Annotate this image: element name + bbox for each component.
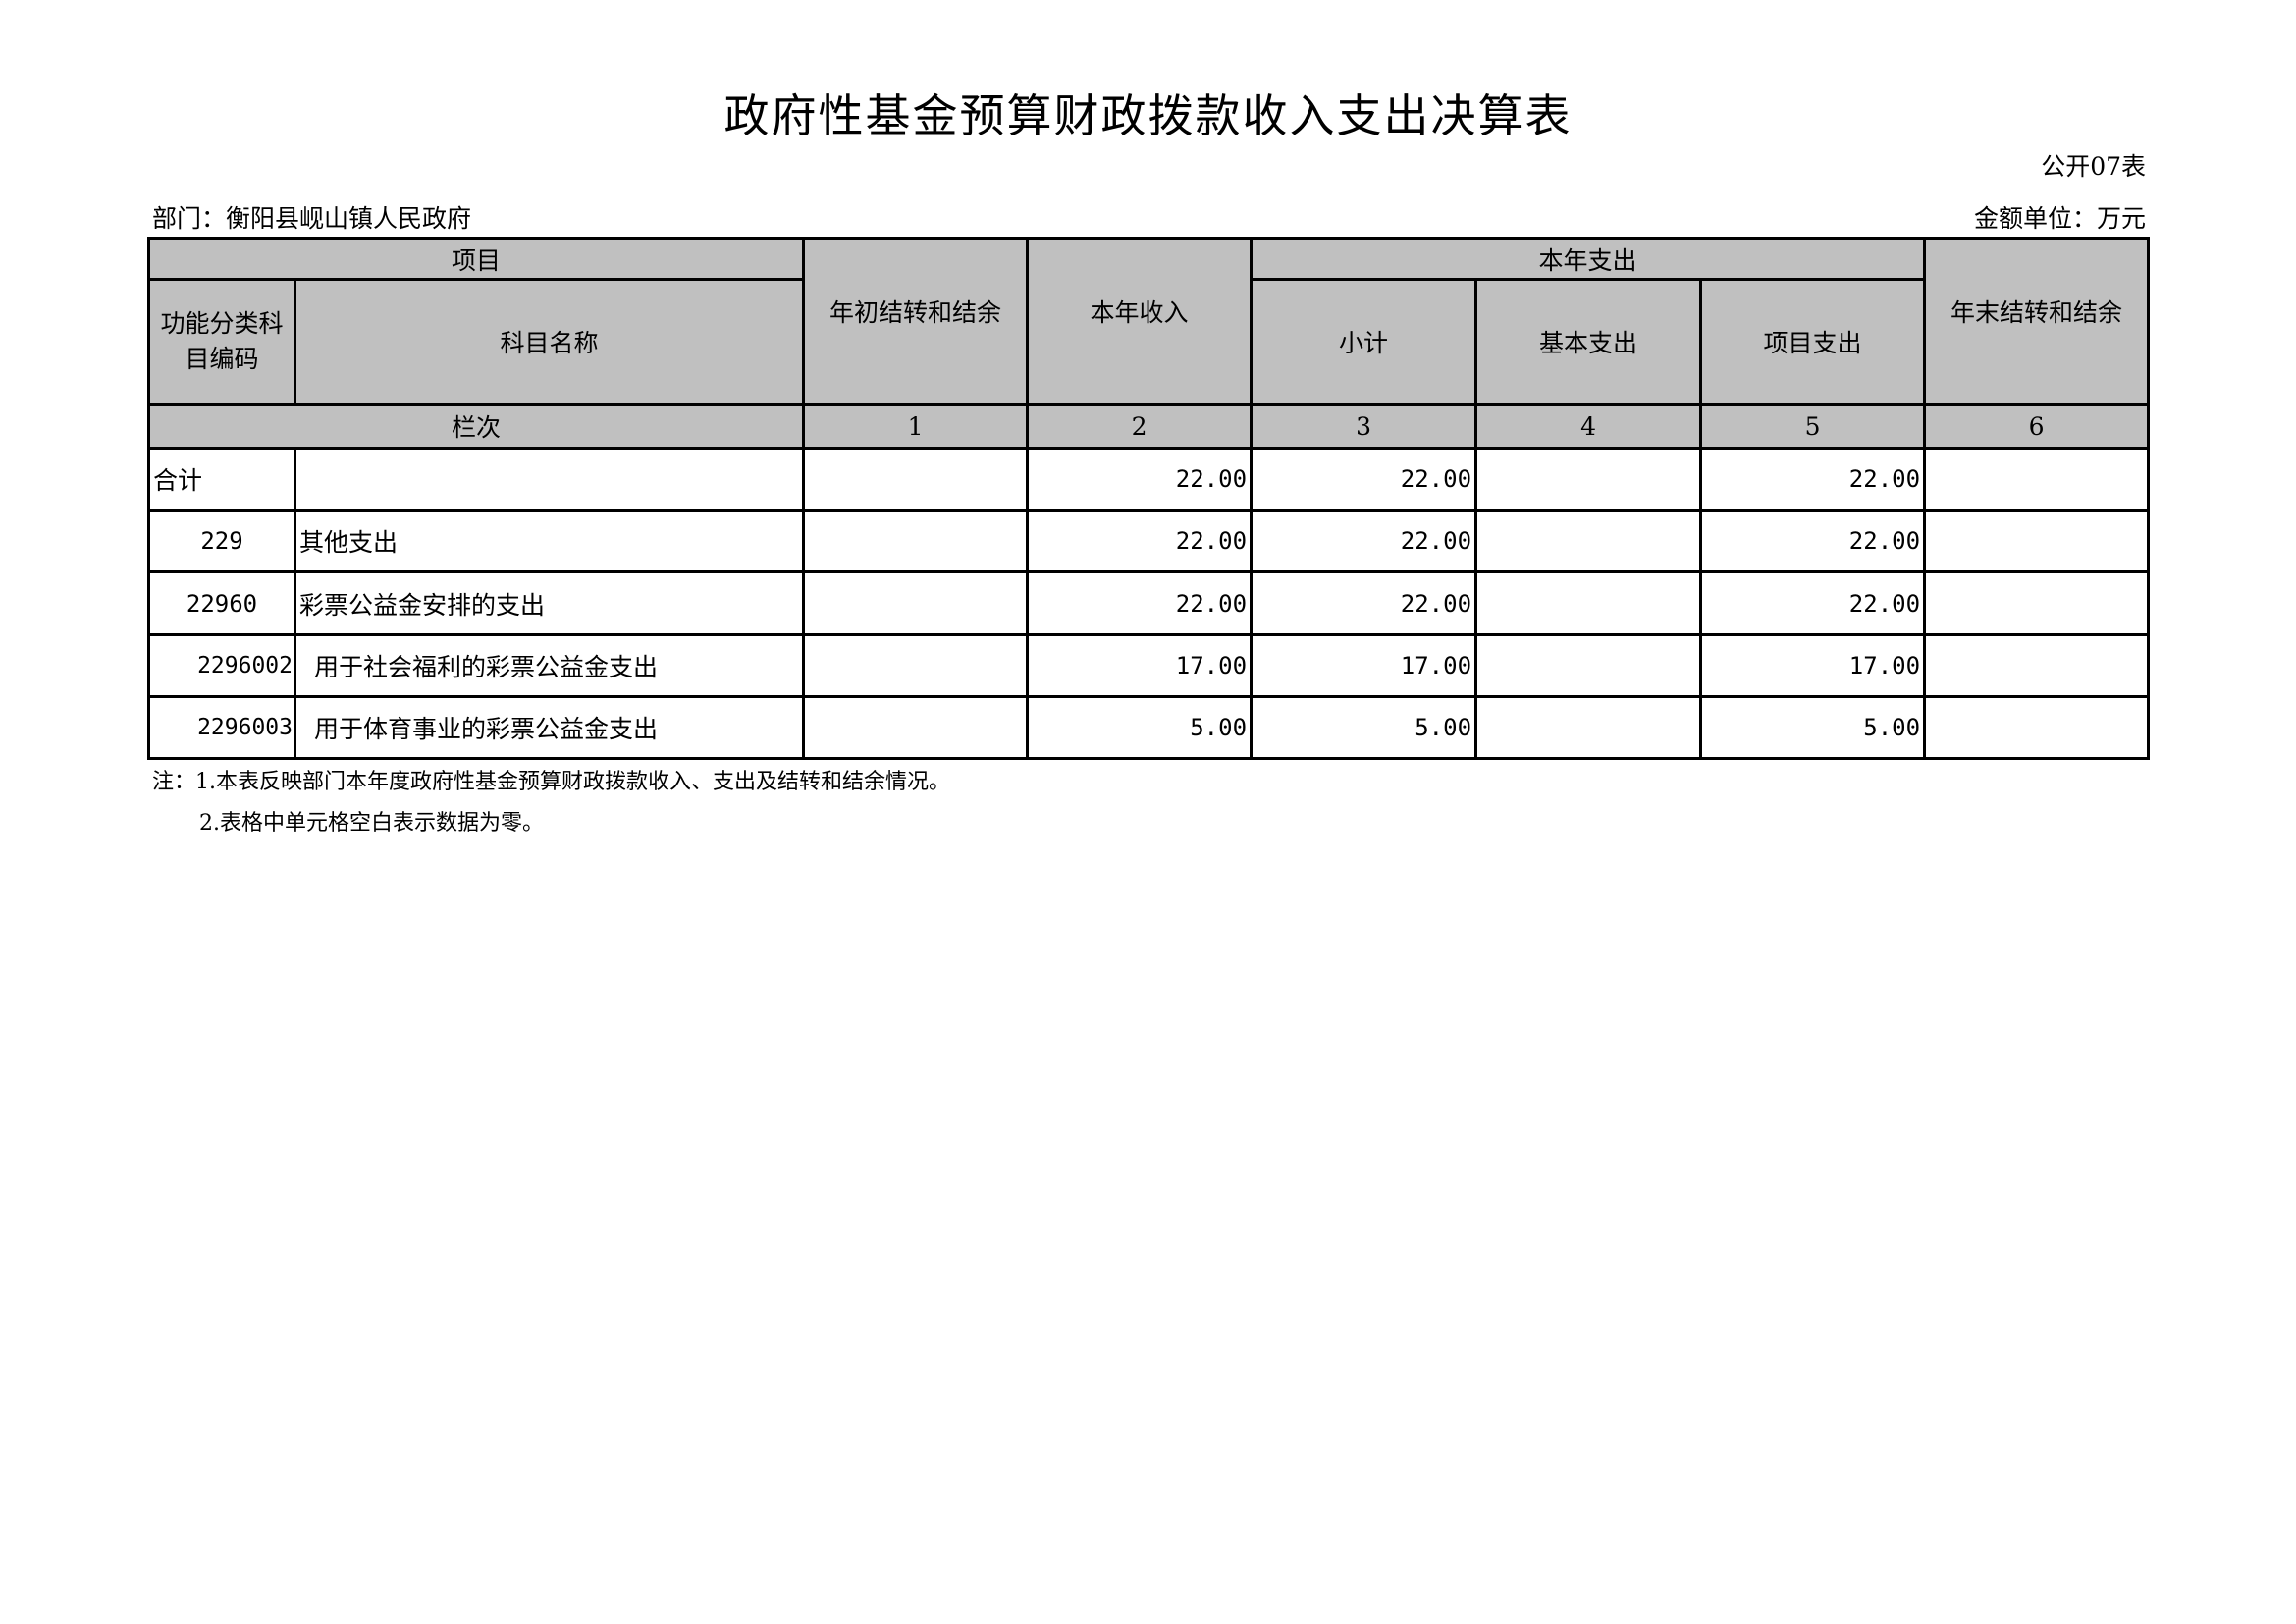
begin-balance — [802, 509, 1030, 573]
income: 22.00 — [1026, 447, 1254, 512]
header-basic: 基本支出 — [1474, 278, 1703, 406]
col-num: 5 — [1699, 403, 1927, 450]
col-num: 1 — [802, 403, 1030, 450]
header-begin-balance: 年初结转和结余 — [802, 237, 1030, 406]
func-code: 229 — [147, 509, 296, 573]
end-balance — [1923, 447, 2151, 512]
begin-balance — [802, 570, 1030, 636]
subtotal: 5.00 — [1250, 695, 1478, 760]
header-func-code: 功能分类科目编码 — [147, 278, 296, 406]
table-row: 2296002 用于社会福利的彩票公益金支出 17.00 17.00 17.00 — [147, 633, 2151, 698]
subject-name — [293, 447, 806, 512]
subject-name: 用于社会福利的彩票公益金支出 — [293, 633, 806, 698]
subtotal: 22.00 — [1250, 509, 1478, 573]
header-income: 本年收入 — [1026, 237, 1254, 406]
total-label: 合计 — [147, 447, 296, 512]
note-2: 2.表格中单元格空白表示数据为零。 — [199, 811, 544, 836]
project: 22.00 — [1699, 509, 1927, 573]
func-code: 2296002 — [147, 633, 296, 698]
basic — [1474, 695, 1703, 760]
begin-balance — [802, 633, 1030, 698]
income: 17.00 — [1026, 633, 1254, 698]
end-balance — [1923, 509, 2151, 573]
subtotal: 17.00 — [1250, 633, 1478, 698]
subject-name: 彩票公益金安排的支出 — [293, 570, 806, 636]
table-row: 229 其他支出 22.00 22.00 22.00 — [147, 509, 2151, 573]
income: 22.00 — [1026, 570, 1254, 636]
header-column-index: 栏次 — [146, 403, 806, 450]
begin-balance — [802, 447, 1030, 512]
department-label: 部门：衡阳县岘山镇人民政府 — [152, 204, 472, 233]
header-end-balance: 年末结转和结余 — [1923, 237, 2151, 406]
note-1: 注：1.本表反映部门本年度政府性基金预算财政拨款收入、支出及结转和结余情况。 — [152, 770, 950, 794]
subtotal: 22.00 — [1250, 570, 1478, 636]
amount-unit-label: 金额单位：万元 — [1973, 204, 2146, 233]
income: 5.00 — [1026, 695, 1254, 760]
project: 5.00 — [1699, 695, 1927, 760]
project: 22.00 — [1699, 447, 1927, 512]
header-expense: 本年支出 — [1250, 237, 1927, 281]
basic — [1474, 570, 1703, 636]
budget-table: 项目 年初结转和结余 本年收入 本年支出 年末结转和结余 功能分类科目编码 科目… — [146, 237, 2151, 760]
basic — [1474, 447, 1703, 512]
header-subject-name: 科目名称 — [293, 278, 806, 406]
col-num: 6 — [1923, 403, 2151, 450]
project: 17.00 — [1699, 633, 1927, 698]
end-balance — [1923, 695, 2151, 760]
end-balance — [1923, 570, 2151, 636]
col-num: 2 — [1026, 403, 1254, 450]
header-project: 项目支出 — [1699, 278, 1927, 406]
income: 22.00 — [1026, 509, 1254, 573]
project: 22.00 — [1699, 570, 1927, 636]
page-title: 政府性基金预算财政拨款收入支出决算表 — [723, 89, 1573, 142]
basic — [1474, 509, 1703, 573]
func-code: 22960 — [147, 570, 296, 636]
table-code: 公开07表 — [2041, 152, 2146, 181]
subtotal: 22.00 — [1250, 447, 1478, 512]
subject-name: 其他支出 — [293, 509, 806, 573]
table-row: 22960 彩票公益金安排的支出 22.00 22.00 22.00 — [147, 570, 2151, 636]
table-row: 合计 22.00 22.00 22.00 — [147, 447, 2151, 512]
basic — [1474, 633, 1703, 698]
header-item: 项目 — [146, 237, 806, 281]
table-row: 2296003 用于体育事业的彩票公益金支出 5.00 5.00 5.00 — [147, 695, 2151, 760]
col-num: 3 — [1250, 403, 1478, 450]
func-code: 2296003 — [147, 695, 296, 760]
header-func-code-text: 功能分类科目编码 — [160, 309, 284, 373]
header-subtotal: 小计 — [1250, 278, 1478, 406]
end-balance — [1923, 633, 2151, 698]
col-num: 4 — [1474, 403, 1703, 450]
begin-balance — [802, 695, 1030, 760]
subject-name: 用于体育事业的彩票公益金支出 — [293, 695, 806, 760]
